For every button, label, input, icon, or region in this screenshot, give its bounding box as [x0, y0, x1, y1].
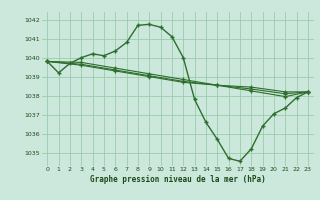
X-axis label: Graphe pression niveau de la mer (hPa): Graphe pression niveau de la mer (hPa): [90, 175, 266, 184]
